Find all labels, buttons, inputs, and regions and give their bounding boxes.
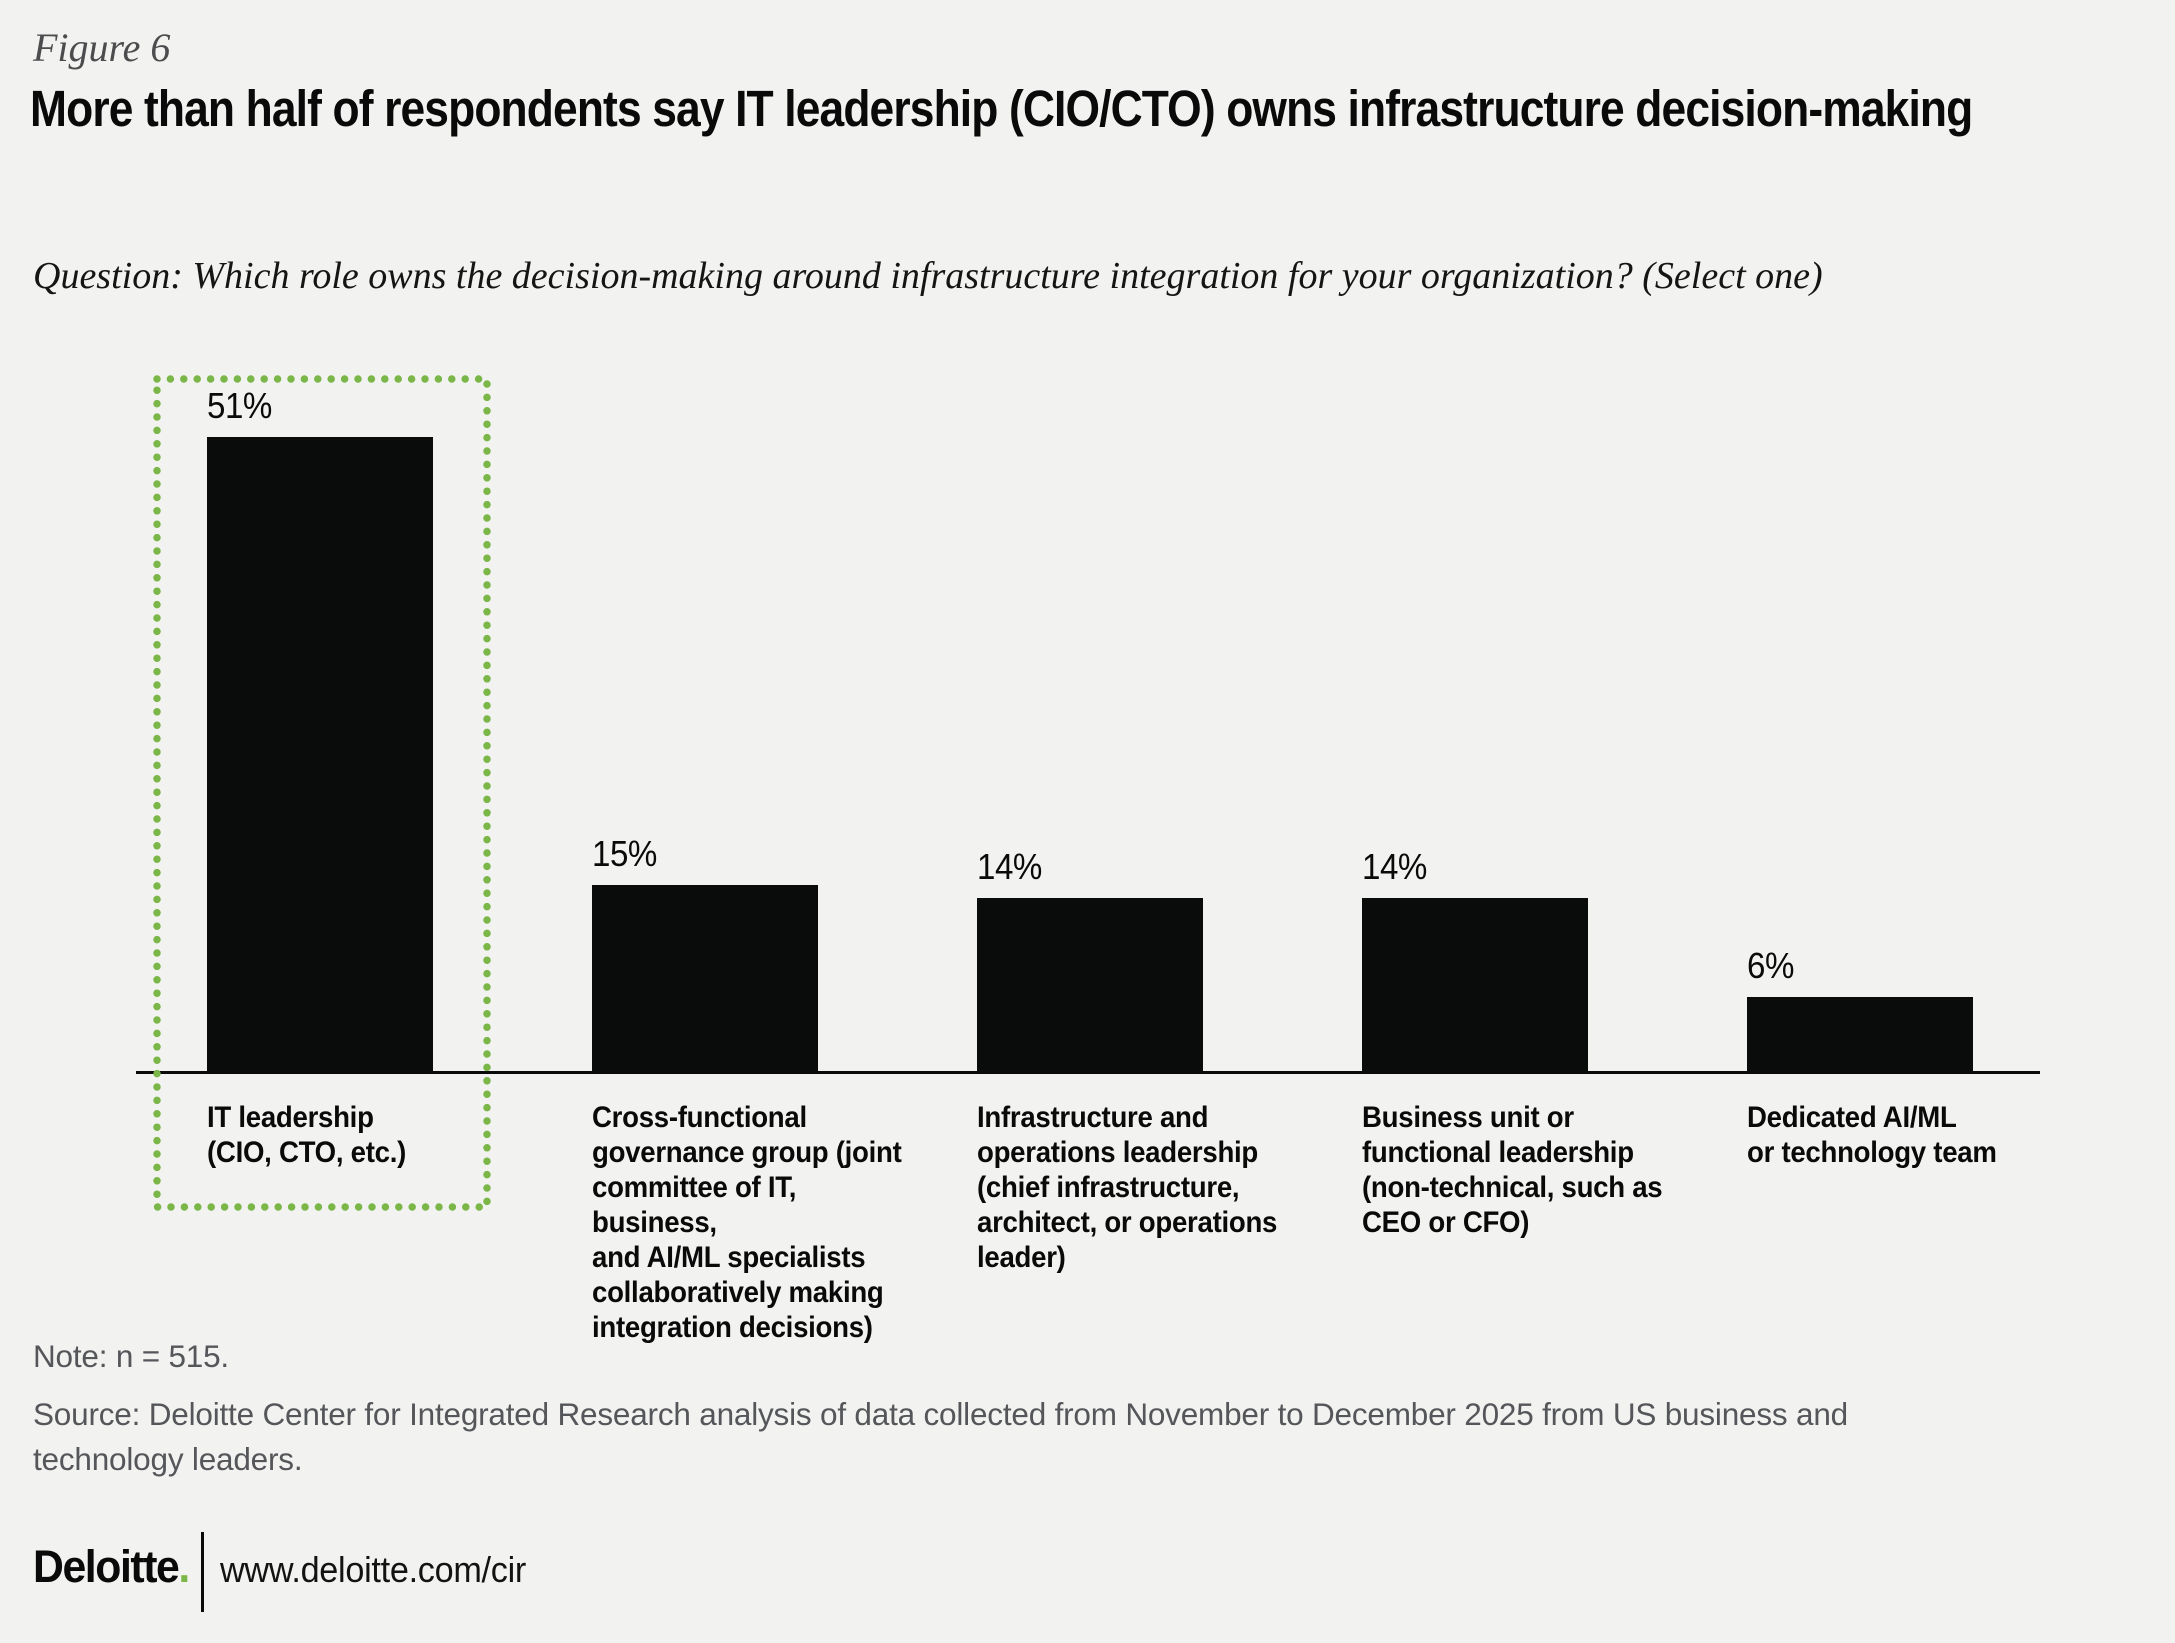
bar-category-label: Business unit or functional leadership (… bbox=[1362, 1101, 1663, 1239]
bar-category-label: IT leadership (CIO, CTO, etc.) bbox=[207, 1101, 407, 1169]
bar bbox=[1362, 898, 1588, 1072]
figure-title: More than half of respondents say IT lea… bbox=[30, 80, 1973, 137]
deloitte-wordmark: Deloitte bbox=[33, 1541, 180, 1592]
bar-category-label: Cross-functional governance group (joint… bbox=[592, 1101, 902, 1344]
bar bbox=[207, 437, 433, 1072]
footer-divider bbox=[201, 1532, 204, 1612]
highlight-dotted-box bbox=[153, 375, 491, 1211]
bar-category-label: Infrastructure and operations leadership… bbox=[977, 1101, 1278, 1274]
figure-question: Question: Which role owns the decision-m… bbox=[33, 255, 1823, 297]
x-axis-line bbox=[136, 1071, 2040, 1074]
source-text: Source: Deloitte Center for Integrated R… bbox=[33, 1396, 1848, 1477]
note-text: Note: n = 515. bbox=[33, 1338, 229, 1374]
deloitte-logo: Deloitte. bbox=[33, 1541, 190, 1593]
bar-value-label: 15% bbox=[592, 833, 657, 874]
figure-label: Figure 6 bbox=[33, 25, 171, 70]
bar bbox=[1747, 997, 1973, 1072]
bar bbox=[977, 898, 1203, 1072]
bar bbox=[592, 885, 818, 1072]
bar-value-label: 51% bbox=[207, 385, 272, 426]
deloitte-green-dot: . bbox=[178, 1541, 190, 1592]
bar-value-label: 14% bbox=[1362, 846, 1427, 887]
footer-url-link[interactable]: www.deloitte.com/cir bbox=[220, 1549, 527, 1590]
bar-value-label: 6% bbox=[1747, 945, 1794, 986]
bar-value-label: 14% bbox=[977, 846, 1042, 887]
bar-category-label: Dedicated AI/ML or technology team bbox=[1747, 1101, 1997, 1169]
